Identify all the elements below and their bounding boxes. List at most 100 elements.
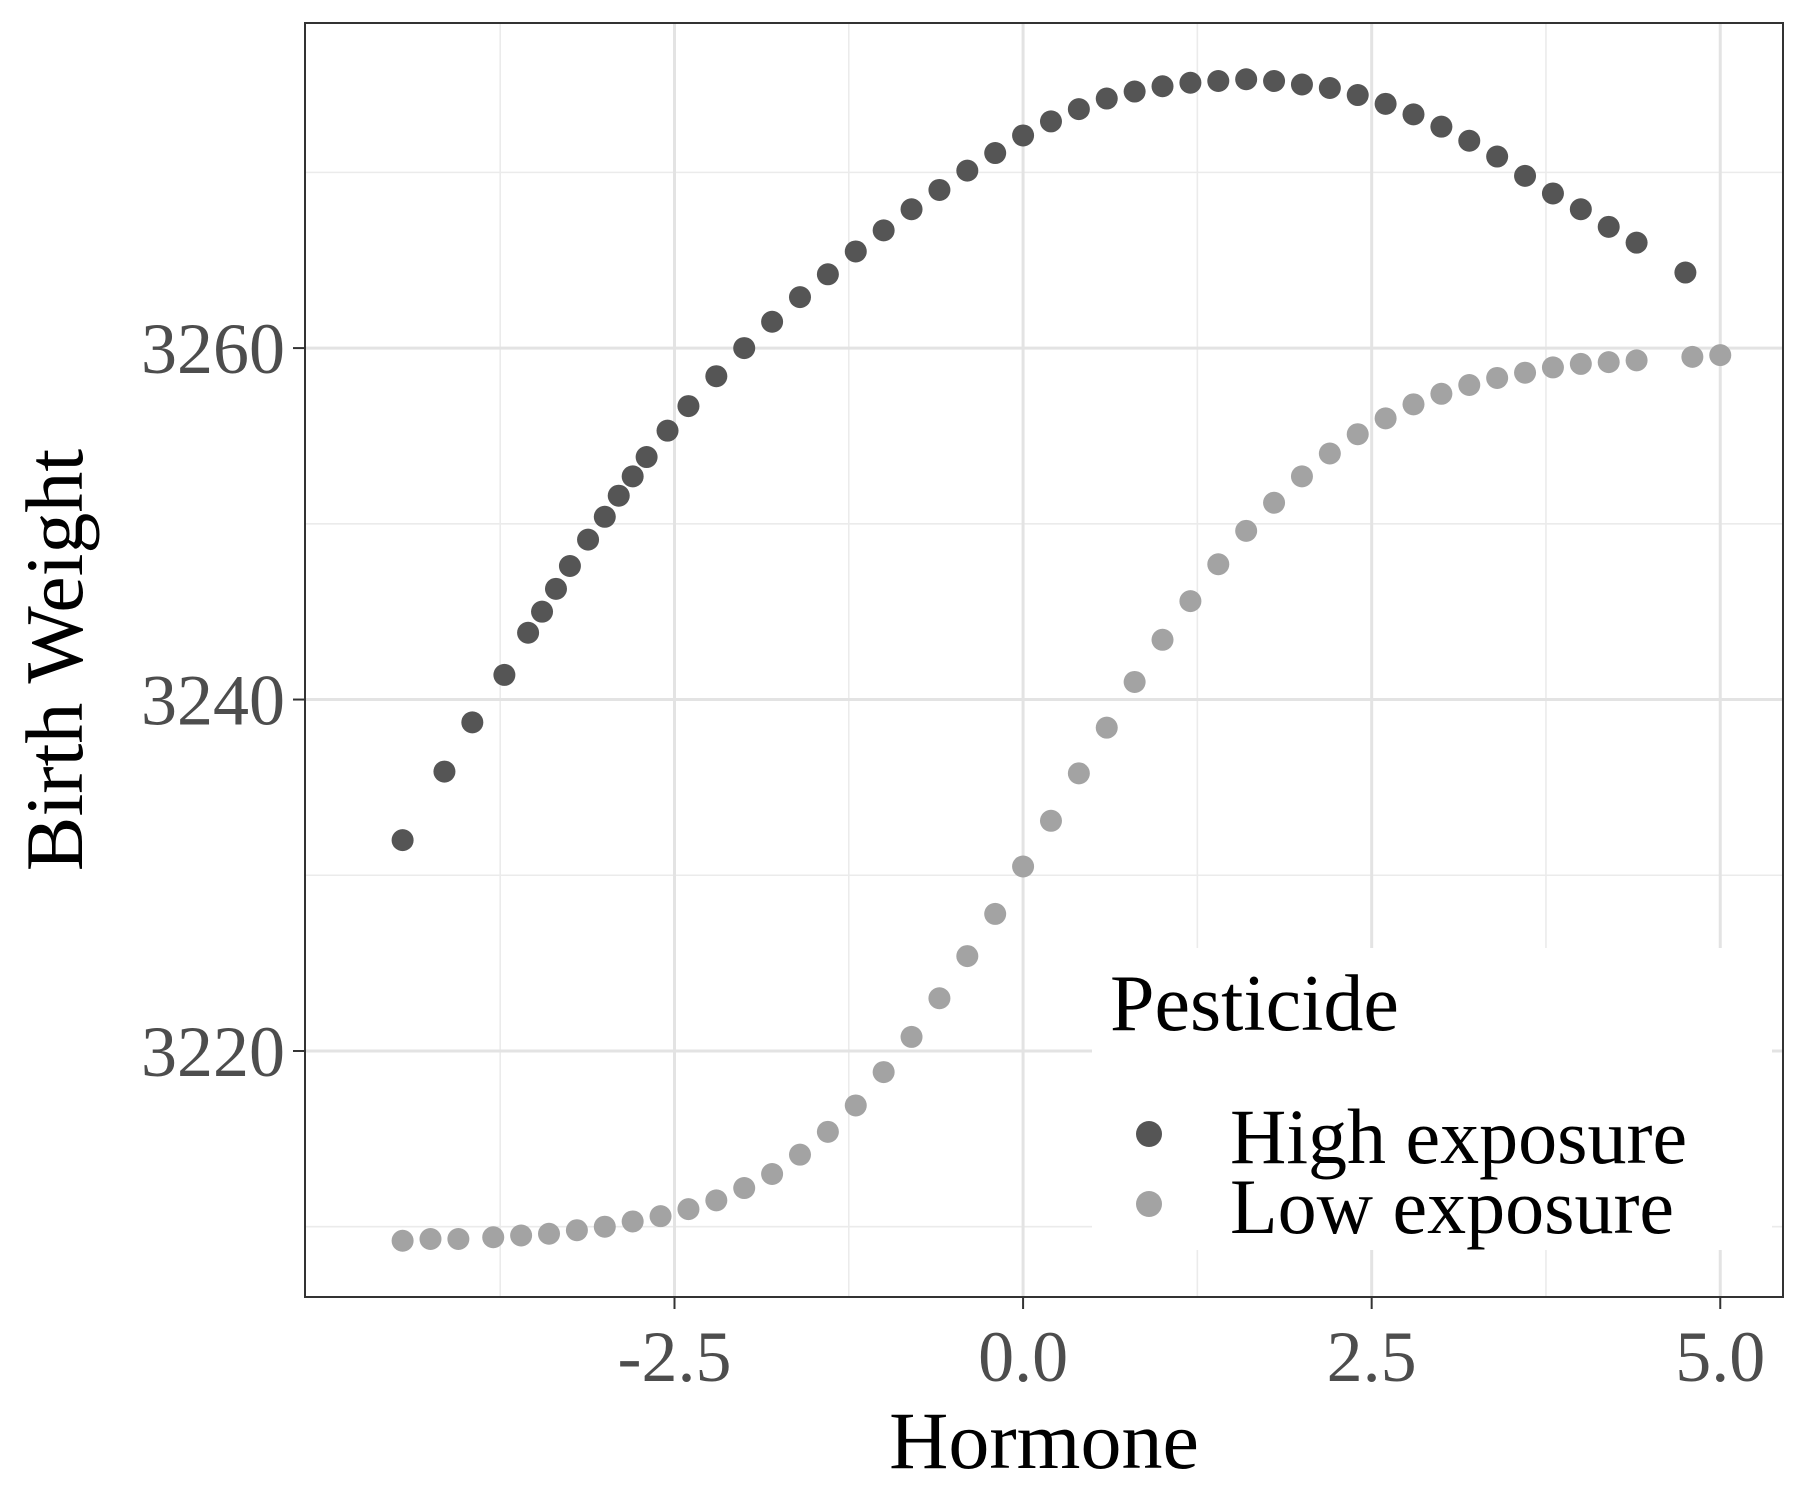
y-tick-label: 3240 xyxy=(141,661,285,741)
x-tick-label: 0.0 xyxy=(978,1317,1068,1397)
point-high-exposure xyxy=(1486,145,1509,168)
point-low-exposure xyxy=(1067,762,1090,785)
point-high-exposure xyxy=(1095,87,1118,110)
point-low-exposure xyxy=(1179,590,1202,613)
point-high-exposure xyxy=(593,505,616,528)
legend-title: Pesticide xyxy=(1110,960,1399,1048)
y-axis-title: Birth Weight xyxy=(9,449,100,872)
legend: Pesticide High exposure Low exposure xyxy=(1092,948,1772,1250)
point-low-exposure xyxy=(1402,393,1425,416)
point-low-exposure xyxy=(816,1120,839,1143)
point-high-exposure xyxy=(531,600,554,623)
point-low-exposure xyxy=(872,1061,895,1084)
point-high-exposure xyxy=(1674,261,1697,284)
point-high-exposure xyxy=(1625,231,1648,254)
x-tick-label: -2.5 xyxy=(618,1317,732,1397)
point-low-exposure xyxy=(677,1198,700,1221)
point-low-exposure xyxy=(956,945,979,968)
point-high-exposure xyxy=(1374,92,1397,115)
point-high-exposure xyxy=(1402,103,1425,126)
point-low-exposure xyxy=(1486,366,1509,389)
point-low-exposure xyxy=(482,1226,505,1249)
point-high-exposure xyxy=(607,484,630,507)
point-high-exposure xyxy=(1514,164,1537,187)
y-tick-label: 3260 xyxy=(141,309,285,389)
point-high-exposure xyxy=(558,554,581,577)
x-tick-label: 2.5 xyxy=(1327,1317,1417,1397)
point-low-exposure xyxy=(1235,519,1258,542)
point-low-exposure xyxy=(1569,352,1592,375)
point-high-exposure xyxy=(1067,98,1090,121)
point-high-exposure xyxy=(433,760,456,783)
point-high-exposure xyxy=(733,337,756,360)
point-low-exposure xyxy=(1374,407,1397,430)
point-low-exposure xyxy=(900,1025,923,1048)
point-low-exposure xyxy=(928,987,951,1010)
point-high-exposure xyxy=(493,663,516,686)
point-low-exposure xyxy=(1625,349,1648,372)
point-low-exposure xyxy=(1430,382,1453,405)
legend-key-high-exposure xyxy=(1136,1121,1162,1147)
point-high-exposure xyxy=(1179,71,1202,94)
point-low-exposure xyxy=(984,902,1007,925)
point-high-exposure xyxy=(1430,115,1453,138)
point-low-exposure xyxy=(621,1210,644,1233)
point-low-exposure xyxy=(1151,628,1174,651)
x-axis-title: Hormone xyxy=(889,1395,1199,1486)
legend-label-high-exposure: High exposure xyxy=(1230,1093,1687,1180)
point-low-exposure xyxy=(538,1222,561,1245)
point-high-exposure xyxy=(517,621,540,644)
point-low-exposure xyxy=(1123,670,1146,693)
point-low-exposure xyxy=(733,1177,756,1200)
point-low-exposure xyxy=(1709,344,1732,367)
point-low-exposure xyxy=(1597,351,1620,374)
point-low-exposure xyxy=(1095,716,1118,739)
point-high-exposure xyxy=(544,577,567,600)
point-low-exposure xyxy=(1458,373,1481,396)
point-low-exposure xyxy=(447,1228,470,1251)
point-low-exposure xyxy=(788,1143,811,1166)
point-high-exposure xyxy=(391,829,414,852)
x-tick-label: 5.0 xyxy=(1675,1317,1765,1397)
point-high-exposure xyxy=(928,178,951,201)
point-low-exposure xyxy=(1514,361,1537,384)
point-high-exposure xyxy=(1569,198,1592,221)
point-low-exposure xyxy=(1012,855,1035,878)
point-high-exposure xyxy=(816,263,839,286)
axes: -2.5 0.0 2.5 5.0 3220 3240 3260 xyxy=(141,309,1765,1397)
point-low-exposure xyxy=(844,1094,867,1117)
point-low-exposure xyxy=(1318,442,1341,465)
data-points xyxy=(391,68,1732,1252)
point-low-exposure xyxy=(761,1162,784,1185)
point-high-exposure xyxy=(1263,69,1286,92)
point-high-exposure xyxy=(1541,182,1564,205)
point-low-exposure xyxy=(391,1229,414,1252)
point-low-exposure xyxy=(1290,465,1313,488)
legend-label-low-exposure: Low exposure xyxy=(1230,1163,1674,1250)
point-high-exposure xyxy=(1346,84,1369,107)
point-high-exposure xyxy=(656,419,679,442)
point-high-exposure xyxy=(984,142,1007,165)
point-high-exposure xyxy=(621,465,644,488)
point-low-exposure xyxy=(510,1224,533,1247)
point-high-exposure xyxy=(635,446,658,469)
point-high-exposure xyxy=(1207,69,1230,92)
point-high-exposure xyxy=(705,365,728,388)
point-high-exposure xyxy=(788,286,811,309)
point-low-exposure xyxy=(1207,553,1230,576)
point-low-exposure xyxy=(565,1219,588,1242)
point-low-exposure xyxy=(705,1189,728,1212)
point-high-exposure xyxy=(1458,129,1481,152)
point-high-exposure xyxy=(1123,80,1146,103)
point-low-exposure xyxy=(1263,491,1286,514)
point-high-exposure xyxy=(761,310,784,333)
point-high-exposure xyxy=(956,159,979,182)
legend-key-low-exposure xyxy=(1136,1191,1162,1217)
y-tick-label: 3220 xyxy=(141,1012,285,1092)
point-high-exposure xyxy=(844,240,867,263)
point-high-exposure xyxy=(1318,77,1341,100)
legend-background xyxy=(1092,948,1772,1250)
point-low-exposure xyxy=(1346,423,1369,446)
